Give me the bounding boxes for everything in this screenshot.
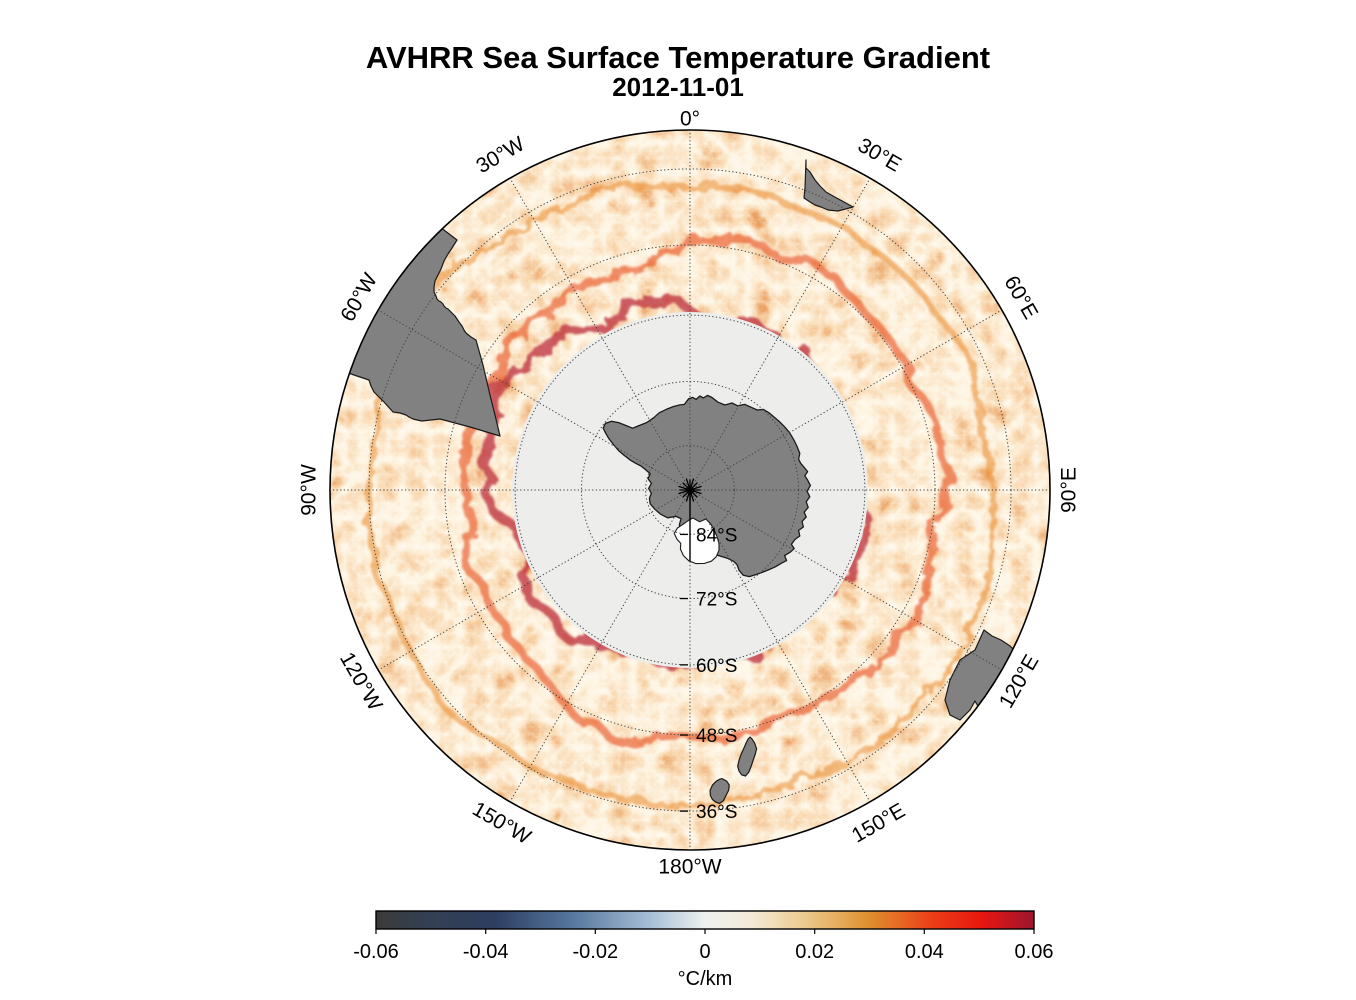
svg-text:84°S: 84°S: [696, 525, 737, 546]
svg-text:72°S: 72°S: [696, 590, 737, 611]
svg-text:0.04: 0.04: [905, 941, 944, 963]
svg-text:36°S: 36°S: [696, 802, 737, 823]
svg-text:0.02: 0.02: [795, 941, 834, 963]
svg-text:30°E: 30°E: [854, 134, 905, 177]
svg-text:0.06: 0.06: [1015, 941, 1054, 963]
svg-text:90°E: 90°E: [1058, 467, 1081, 513]
svg-text:30°W: 30°W: [472, 132, 528, 178]
svg-text:0: 0: [699, 941, 710, 963]
svg-text:48°S: 48°S: [696, 726, 737, 747]
svg-text:60°S: 60°S: [696, 656, 737, 677]
svg-text:90°W: 90°W: [298, 464, 321, 516]
svg-text:°C/km: °C/km: [678, 968, 733, 990]
svg-text:-0.06: -0.06: [353, 941, 399, 963]
svg-text:-0.02: -0.02: [573, 941, 619, 963]
svg-text:-0.04: -0.04: [463, 941, 509, 963]
svg-text:60°E: 60°E: [999, 272, 1042, 323]
svg-text:0°: 0°: [680, 108, 700, 131]
svg-text:180°W: 180°W: [658, 856, 721, 879]
